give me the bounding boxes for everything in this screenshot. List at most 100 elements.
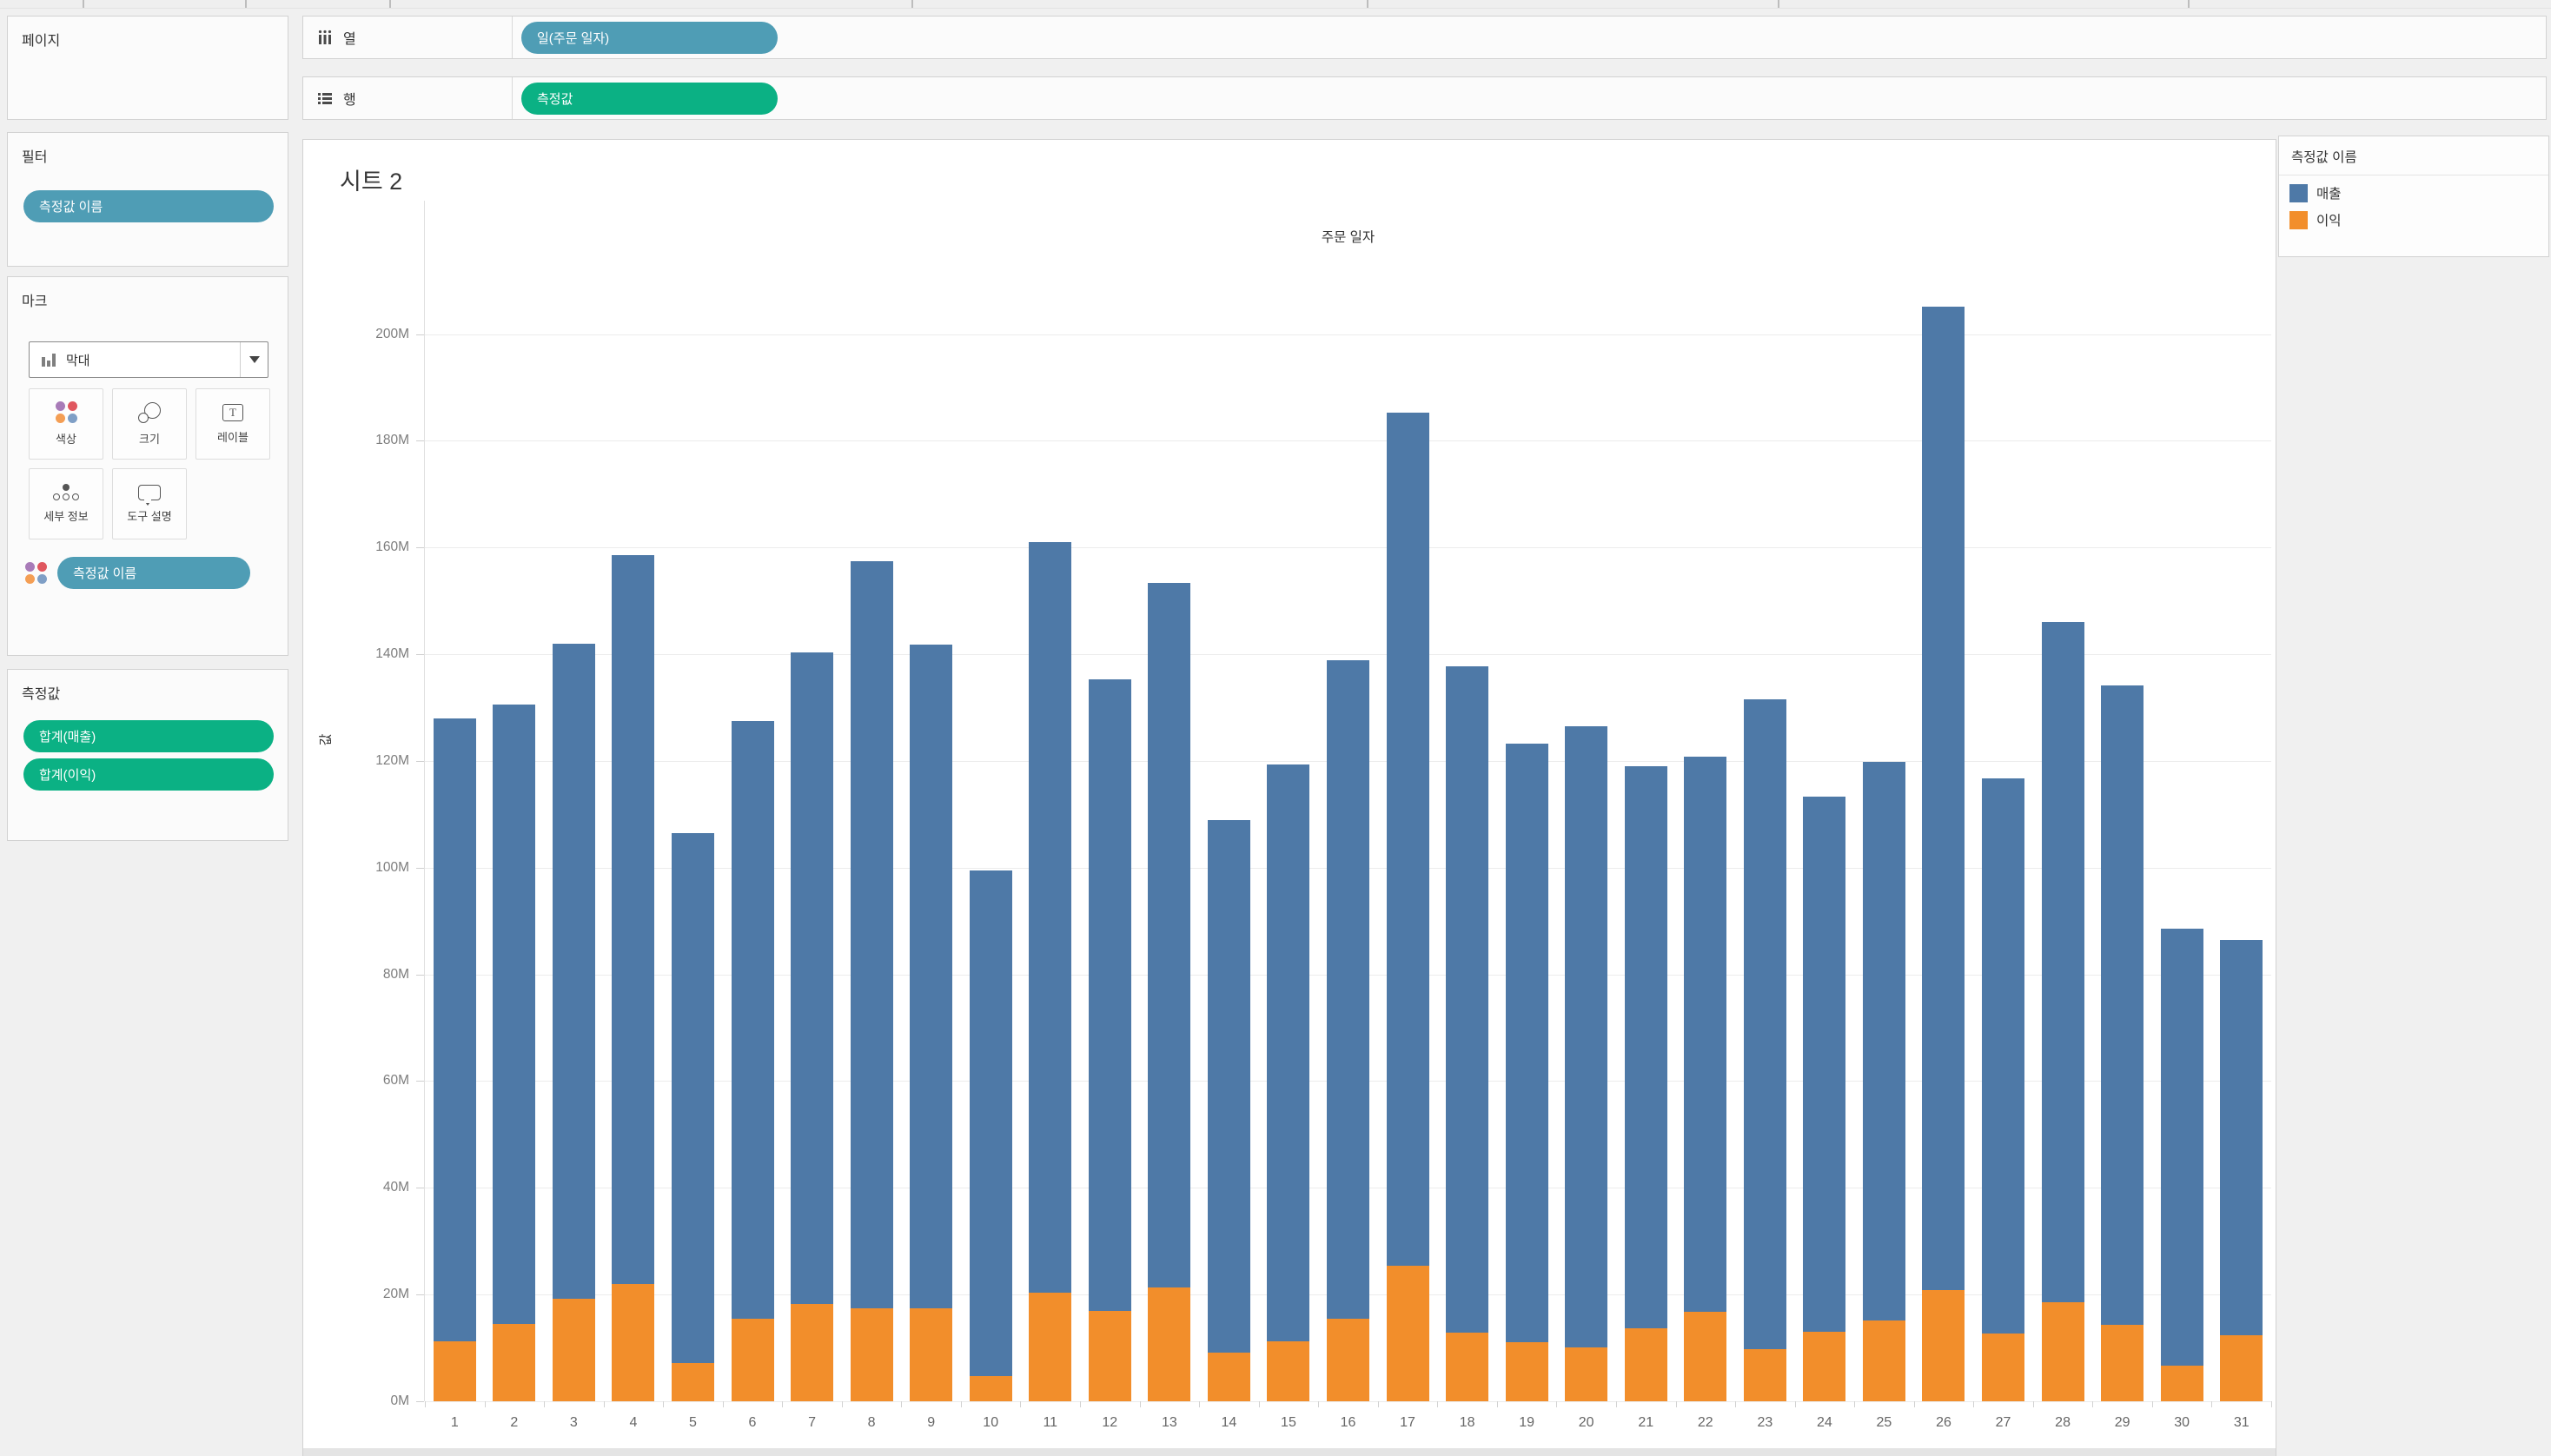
bar-day-15[interactable] bbox=[1267, 764, 1310, 1401]
sales-segment-day-18[interactable] bbox=[1446, 665, 1489, 1333]
sales-segment-day-19[interactable] bbox=[1505, 743, 1548, 1343]
profit-segment-day-12[interactable] bbox=[1088, 1311, 1131, 1401]
profit-segment-day-26[interactable] bbox=[1922, 1290, 1965, 1401]
profit-segment-day-22[interactable] bbox=[1684, 1312, 1727, 1401]
sales-segment-day-15[interactable] bbox=[1267, 764, 1310, 1341]
size-button[interactable]: 크기 bbox=[112, 388, 187, 460]
bar-day-21[interactable] bbox=[1624, 766, 1667, 1401]
rows-pill-measure-values[interactable]: 측정값 bbox=[521, 82, 778, 115]
bar-day-20[interactable] bbox=[1565, 726, 1608, 1401]
bar-day-10[interactable] bbox=[969, 870, 1012, 1401]
tooltip-button[interactable]: 도구 설명 bbox=[112, 468, 187, 539]
sales-segment-day-9[interactable] bbox=[910, 645, 953, 1308]
profit-segment-day-18[interactable] bbox=[1446, 1332, 1489, 1401]
bar-day-5[interactable] bbox=[671, 832, 714, 1401]
profit-segment-day-11[interactable] bbox=[1029, 1292, 1072, 1401]
bar-day-11[interactable] bbox=[1029, 542, 1072, 1401]
sales-segment-day-2[interactable] bbox=[493, 705, 536, 1324]
profit-segment-day-3[interactable] bbox=[552, 1299, 595, 1401]
profit-segment-day-21[interactable] bbox=[1624, 1328, 1667, 1401]
bar-day-2[interactable] bbox=[493, 705, 536, 1401]
profit-segment-day-2[interactable] bbox=[493, 1323, 536, 1401]
sales-segment-day-6[interactable] bbox=[731, 720, 774, 1319]
bar-day-1[interactable] bbox=[433, 718, 476, 1401]
bar-day-24[interactable] bbox=[1803, 797, 1846, 1401]
profit-segment-day-7[interactable] bbox=[791, 1304, 834, 1401]
sales-segment-day-26[interactable] bbox=[1922, 306, 1965, 1291]
bar-day-31[interactable] bbox=[2220, 939, 2263, 1401]
profit-segment-day-16[interactable] bbox=[1327, 1318, 1369, 1401]
bar-day-19[interactable] bbox=[1505, 743, 1548, 1401]
profit-segment-day-10[interactable] bbox=[969, 1375, 1012, 1401]
detail-button[interactable]: 세부 정보 bbox=[29, 468, 103, 539]
pages-shelf-panel[interactable]: 페이지 bbox=[7, 16, 288, 120]
bar-day-22[interactable] bbox=[1684, 757, 1727, 1401]
color-button[interactable]: 색상 bbox=[29, 388, 103, 460]
profit-segment-day-4[interactable] bbox=[612, 1283, 655, 1401]
measure-values-panel[interactable]: 측정값 합계(매출) 합계(이익) bbox=[7, 669, 288, 841]
sales-segment-day-29[interactable] bbox=[2101, 685, 2144, 1326]
columns-pill-day-order-date[interactable]: 일(주문 일자) bbox=[521, 21, 778, 54]
rows-shelf[interactable]: 행 측정값 bbox=[302, 76, 2547, 120]
marks-card-panel[interactable]: 마크 막대 색상 크기 bbox=[7, 276, 288, 656]
profit-segment-day-29[interactable] bbox=[2101, 1325, 2144, 1401]
bar-day-25[interactable] bbox=[1862, 762, 1905, 1401]
label-button[interactable]: T 레이블 bbox=[195, 388, 270, 460]
mark-type-dropdown[interactable]: 막대 bbox=[29, 341, 268, 378]
bar-day-26[interactable] bbox=[1922, 306, 1965, 1401]
profit-segment-day-31[interactable] bbox=[2220, 1334, 2263, 1401]
bar-day-13[interactable] bbox=[1148, 583, 1191, 1401]
profit-segment-day-20[interactable] bbox=[1565, 1347, 1608, 1401]
sales-segment-day-31[interactable] bbox=[2220, 939, 2263, 1335]
sales-segment-day-22[interactable] bbox=[1684, 757, 1727, 1313]
profit-segment-day-5[interactable] bbox=[671, 1363, 714, 1401]
sales-segment-day-23[interactable] bbox=[1743, 699, 1786, 1350]
profit-segment-day-9[interactable] bbox=[910, 1307, 953, 1401]
profit-segment-day-23[interactable] bbox=[1743, 1349, 1786, 1401]
sales-segment-day-13[interactable] bbox=[1148, 583, 1191, 1287]
bar-day-29[interactable] bbox=[2101, 685, 2144, 1401]
sales-segment-day-7[interactable] bbox=[791, 652, 834, 1305]
sales-segment-day-11[interactable] bbox=[1029, 542, 1072, 1293]
sheet-title[interactable]: 시트 2 bbox=[340, 169, 403, 195]
measure-names-legend[interactable]: 측정값 이름 매출 이익 bbox=[2278, 136, 2549, 257]
sales-segment-day-10[interactable] bbox=[969, 870, 1012, 1376]
sales-segment-day-14[interactable] bbox=[1207, 819, 1250, 1353]
legend-item-이익[interactable]: 이익 bbox=[2289, 210, 2548, 229]
profit-segment-day-1[interactable] bbox=[433, 1341, 476, 1401]
horizontal-scrollbar-track[interactable] bbox=[303, 1448, 2276, 1456]
profit-segment-day-8[interactable] bbox=[850, 1308, 893, 1401]
profit-segment-day-6[interactable] bbox=[731, 1318, 774, 1401]
bar-day-6[interactable] bbox=[731, 720, 774, 1401]
profit-segment-day-27[interactable] bbox=[1982, 1333, 2025, 1401]
mark-type-caret[interactable] bbox=[240, 342, 268, 377]
profit-segment-day-14[interactable] bbox=[1207, 1353, 1250, 1401]
sales-segment-day-25[interactable] bbox=[1862, 762, 1905, 1321]
sales-segment-day-5[interactable] bbox=[671, 832, 714, 1364]
sales-segment-day-21[interactable] bbox=[1624, 766, 1667, 1329]
sales-segment-day-28[interactable] bbox=[2041, 622, 2084, 1302]
columns-shelf[interactable]: 열 일(주문 일자) bbox=[302, 16, 2547, 59]
sales-segment-day-17[interactable] bbox=[1386, 412, 1429, 1266]
sales-segment-day-8[interactable] bbox=[850, 560, 893, 1309]
profit-segment-day-30[interactable] bbox=[2160, 1366, 2203, 1401]
profit-segment-day-15[interactable] bbox=[1267, 1340, 1310, 1401]
profit-segment-day-25[interactable] bbox=[1862, 1320, 1905, 1401]
bar-day-17[interactable] bbox=[1386, 412, 1429, 1401]
sales-segment-day-20[interactable] bbox=[1565, 726, 1608, 1347]
bar-day-8[interactable] bbox=[850, 560, 893, 1401]
bar-day-3[interactable] bbox=[552, 643, 595, 1401]
sales-segment-day-1[interactable] bbox=[433, 718, 476, 1342]
bar-day-9[interactable] bbox=[910, 645, 953, 1401]
legend-item-매출[interactable]: 매출 bbox=[2289, 183, 2548, 202]
bar-day-4[interactable] bbox=[612, 555, 655, 1401]
bar-day-14[interactable] bbox=[1207, 819, 1250, 1402]
profit-segment-day-28[interactable] bbox=[2041, 1301, 2084, 1401]
sales-segment-day-16[interactable] bbox=[1327, 660, 1369, 1319]
bar-day-30[interactable] bbox=[2160, 929, 2203, 1401]
bar-day-28[interactable] bbox=[2041, 622, 2084, 1401]
bar-day-12[interactable] bbox=[1088, 678, 1131, 1401]
bar-day-23[interactable] bbox=[1743, 699, 1786, 1401]
filter-pill-measure-names[interactable]: 측정값 이름 bbox=[23, 190, 274, 222]
measure-pill-sum-profit[interactable]: 합계(이익) bbox=[23, 758, 274, 791]
